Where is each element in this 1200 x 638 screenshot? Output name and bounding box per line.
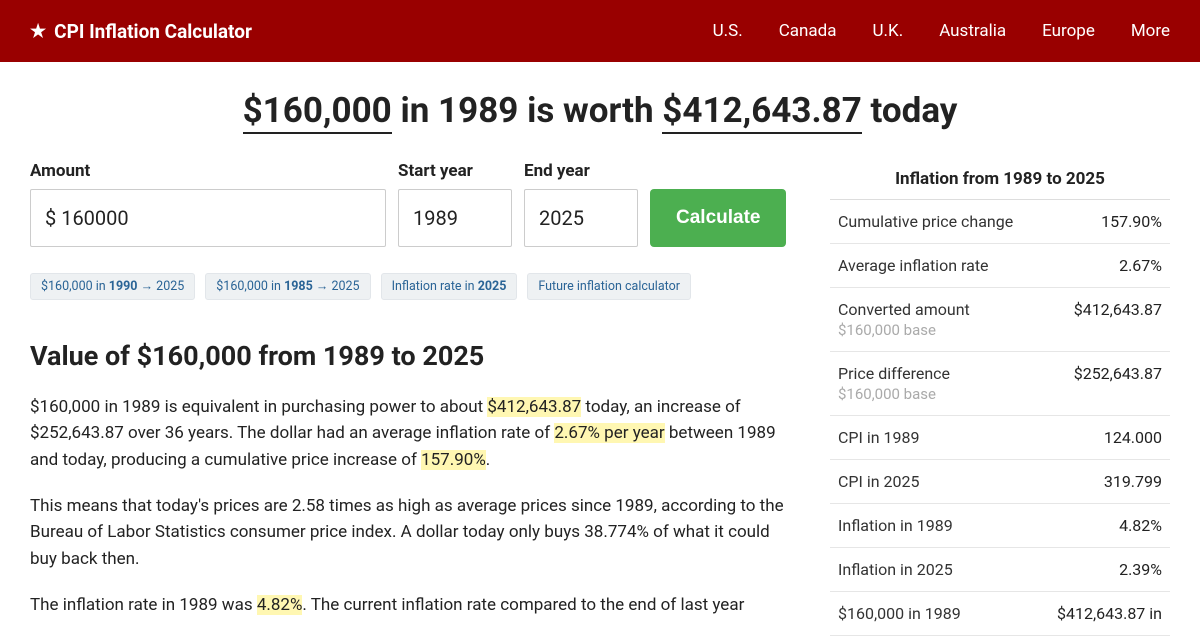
header: ★ CPI Inflation Calculator U.S. Canada U…	[0, 0, 1200, 62]
page-title: $160,000 in 1989 is worth $412,643.87 to…	[0, 90, 1200, 131]
stat-value: 2.39%	[1119, 560, 1162, 579]
calculate-button[interactable]: Calculate	[650, 189, 786, 247]
star-icon: ★	[30, 21, 46, 42]
end-year-input[interactable]: 2025	[524, 189, 638, 247]
paragraph-3: The inflation rate in 1989 was 4.82%. Th…	[30, 592, 796, 618]
stat-label: $160,000 in 1989	[838, 604, 961, 623]
quick-links: $160,000 in 1990 → 2025 $160,000 in 1985…	[30, 273, 796, 300]
nav-canada[interactable]: Canada	[779, 21, 837, 41]
stat-row: Price difference$160,000 base $252,643.87	[830, 352, 1170, 416]
stat-label: CPI in 2025	[838, 472, 920, 491]
nav-australia[interactable]: Australia	[939, 21, 1006, 41]
stat-value: $412,643.87	[1074, 300, 1162, 339]
stat-row: $160,000 in 1989 $412,643.87 in	[830, 592, 1170, 636]
nav: U.S. Canada U.K. Australia Europe More	[713, 21, 1170, 41]
chip-future[interactable]: Future inflation calculator	[527, 273, 691, 300]
stat-row: CPI in 2025 319.799	[830, 460, 1170, 504]
chip-1990[interactable]: $160,000 in 1990 → 2025	[30, 273, 195, 300]
calculator-form: Amount $ 160000 Start year 1989 End year…	[30, 161, 796, 247]
nav-uk[interactable]: U.K.	[873, 21, 904, 41]
stats-sidebar: Inflation from 1989 to 2025 Cumulative p…	[830, 161, 1170, 638]
nav-europe[interactable]: Europe	[1042, 21, 1095, 41]
start-year-label: Start year	[398, 161, 512, 181]
title-amount-to: $412,643.87	[662, 90, 862, 134]
chip-1985[interactable]: $160,000 in 1985 → 2025	[205, 273, 370, 300]
stat-row: CPI in 1989 124.000	[830, 416, 1170, 460]
main-content: Amount $ 160000 Start year 1989 End year…	[30, 161, 796, 638]
stat-label: Price difference$160,000 base	[838, 364, 950, 403]
stat-label: CPI in 1989	[838, 428, 920, 447]
brand[interactable]: ★ CPI Inflation Calculator	[30, 20, 252, 43]
stat-sublabel: $160,000 base	[838, 385, 950, 403]
paragraph-1: $160,000 in 1989 is equivalent in purcha…	[30, 394, 796, 473]
stat-label: Inflation in 1989	[838, 516, 953, 535]
end-year-label: End year	[524, 161, 638, 181]
stat-value: $252,643.87	[1074, 364, 1162, 403]
title-amount-from: $160,000	[243, 90, 392, 134]
stat-row: Inflation in 2025 2.39%	[830, 548, 1170, 592]
stat-label: Average inflation rate	[838, 256, 989, 275]
stat-row: Cumulative price change 157.90%	[830, 200, 1170, 244]
stat-row: Converted amount$160,000 base $412,643.87	[830, 288, 1170, 352]
amount-label: Amount	[30, 161, 386, 181]
stat-row: Inflation in 1989 4.82%	[830, 504, 1170, 548]
stat-value: 124.000	[1104, 428, 1162, 447]
stat-label: Converted amount$160,000 base	[838, 300, 970, 339]
nav-more[interactable]: More	[1131, 21, 1170, 41]
section-heading: Value of $160,000 from 1989 to 2025	[30, 340, 796, 372]
amount-input[interactable]: $ 160000	[30, 189, 386, 247]
nav-us[interactable]: U.S.	[713, 21, 743, 41]
stat-sublabel: $160,000 base	[838, 321, 970, 339]
stat-value: 157.90%	[1101, 212, 1162, 231]
stat-value: 319.799	[1104, 472, 1162, 491]
stat-value: 4.82%	[1119, 516, 1162, 535]
stat-value: $412,643.87 in	[1057, 604, 1162, 623]
chip-rate-2025[interactable]: Inflation rate in 2025	[381, 273, 518, 300]
paragraph-2: This means that today's prices are 2.58 …	[30, 493, 796, 572]
start-year-input[interactable]: 1989	[398, 189, 512, 247]
stats-title: Inflation from 1989 to 2025	[830, 161, 1170, 200]
stat-row: Average inflation rate 2.67%	[830, 244, 1170, 288]
stat-label: Inflation in 2025	[838, 560, 953, 579]
brand-text: CPI Inflation Calculator	[54, 20, 252, 43]
stat-value: 2.67%	[1119, 256, 1162, 275]
stat-label: Cumulative price change	[838, 212, 1013, 231]
